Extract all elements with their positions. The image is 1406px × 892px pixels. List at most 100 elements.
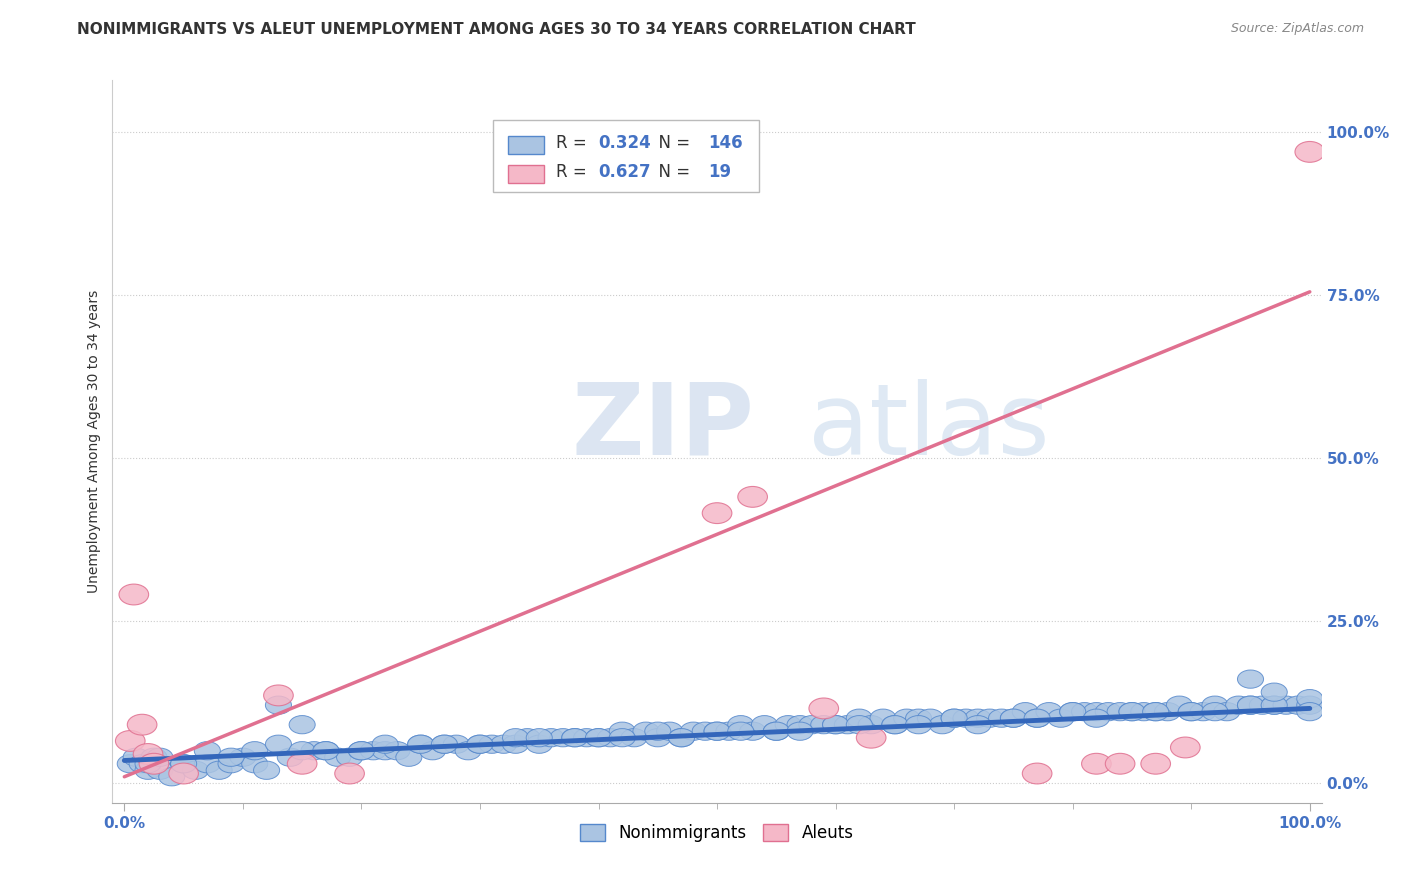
Ellipse shape	[740, 723, 766, 740]
Ellipse shape	[988, 709, 1015, 727]
Ellipse shape	[242, 755, 267, 772]
Text: ZIP: ZIP	[572, 378, 755, 475]
Ellipse shape	[1024, 709, 1050, 727]
Ellipse shape	[432, 735, 457, 754]
Ellipse shape	[799, 715, 825, 734]
Ellipse shape	[408, 735, 433, 754]
Ellipse shape	[1296, 703, 1323, 721]
Ellipse shape	[1296, 690, 1323, 707]
Text: 146: 146	[709, 134, 744, 153]
Ellipse shape	[1261, 683, 1288, 701]
Ellipse shape	[1130, 703, 1157, 721]
Ellipse shape	[277, 748, 304, 766]
Ellipse shape	[502, 735, 529, 754]
Ellipse shape	[681, 723, 706, 740]
Text: R =: R =	[557, 163, 592, 181]
Ellipse shape	[1237, 670, 1264, 689]
Ellipse shape	[704, 723, 730, 740]
Ellipse shape	[1213, 703, 1240, 721]
Ellipse shape	[141, 748, 167, 766]
Ellipse shape	[585, 729, 612, 747]
Ellipse shape	[1060, 703, 1085, 721]
Ellipse shape	[763, 723, 789, 740]
Legend: Nonimmigrants, Aleuts: Nonimmigrants, Aleuts	[574, 817, 860, 848]
Ellipse shape	[1143, 703, 1168, 721]
Ellipse shape	[266, 696, 291, 714]
Ellipse shape	[704, 723, 730, 740]
Ellipse shape	[856, 727, 886, 748]
Ellipse shape	[1170, 737, 1201, 758]
Ellipse shape	[834, 715, 860, 734]
Ellipse shape	[384, 741, 411, 760]
Ellipse shape	[668, 729, 695, 747]
Ellipse shape	[716, 723, 742, 740]
Y-axis label: Unemployment Among Ages 30 to 34 years: Unemployment Among Ages 30 to 34 years	[87, 290, 101, 593]
Text: 0.627: 0.627	[599, 163, 651, 181]
Ellipse shape	[134, 744, 163, 764]
Ellipse shape	[1296, 696, 1323, 714]
Ellipse shape	[467, 735, 494, 754]
Ellipse shape	[941, 709, 967, 727]
Ellipse shape	[491, 735, 517, 754]
Ellipse shape	[751, 715, 778, 734]
Ellipse shape	[598, 729, 623, 747]
Ellipse shape	[515, 729, 540, 747]
Ellipse shape	[194, 755, 221, 772]
Ellipse shape	[526, 729, 553, 747]
Ellipse shape	[1167, 696, 1192, 714]
Ellipse shape	[194, 741, 221, 760]
Text: Source: ZipAtlas.com: Source: ZipAtlas.com	[1230, 22, 1364, 36]
Ellipse shape	[264, 685, 294, 706]
Ellipse shape	[159, 768, 184, 786]
Ellipse shape	[170, 755, 197, 772]
Ellipse shape	[609, 723, 636, 740]
Ellipse shape	[550, 729, 576, 747]
Ellipse shape	[787, 715, 813, 734]
Ellipse shape	[1084, 709, 1109, 727]
Ellipse shape	[728, 723, 754, 740]
Ellipse shape	[312, 741, 339, 760]
Ellipse shape	[846, 715, 872, 734]
Ellipse shape	[905, 715, 932, 734]
Ellipse shape	[1250, 696, 1275, 714]
Ellipse shape	[1261, 696, 1288, 714]
Ellipse shape	[1060, 703, 1085, 721]
Ellipse shape	[1001, 709, 1026, 727]
Ellipse shape	[562, 729, 588, 747]
Ellipse shape	[728, 715, 754, 734]
Ellipse shape	[128, 714, 157, 735]
Ellipse shape	[373, 735, 398, 754]
Ellipse shape	[738, 486, 768, 508]
Ellipse shape	[1119, 703, 1144, 721]
Ellipse shape	[146, 761, 173, 780]
Ellipse shape	[287, 754, 316, 774]
Ellipse shape	[1119, 703, 1144, 721]
Ellipse shape	[169, 763, 198, 784]
Ellipse shape	[645, 723, 671, 740]
Ellipse shape	[139, 754, 169, 774]
Ellipse shape	[1022, 763, 1052, 784]
Ellipse shape	[325, 748, 350, 766]
Ellipse shape	[290, 715, 315, 734]
Ellipse shape	[870, 709, 896, 727]
Ellipse shape	[1081, 754, 1111, 774]
Ellipse shape	[1036, 703, 1062, 721]
Ellipse shape	[846, 709, 872, 727]
Ellipse shape	[335, 763, 364, 784]
Ellipse shape	[1202, 703, 1227, 721]
Ellipse shape	[218, 748, 245, 766]
Ellipse shape	[526, 735, 553, 754]
FancyBboxPatch shape	[508, 165, 544, 183]
Ellipse shape	[882, 715, 908, 734]
Ellipse shape	[146, 748, 173, 766]
Ellipse shape	[115, 731, 145, 751]
Ellipse shape	[467, 735, 494, 754]
Ellipse shape	[117, 755, 143, 772]
Ellipse shape	[917, 709, 943, 727]
Ellipse shape	[290, 741, 315, 760]
Ellipse shape	[479, 735, 505, 754]
Ellipse shape	[858, 715, 884, 734]
Ellipse shape	[562, 729, 588, 747]
Ellipse shape	[633, 723, 659, 740]
Ellipse shape	[574, 729, 600, 747]
